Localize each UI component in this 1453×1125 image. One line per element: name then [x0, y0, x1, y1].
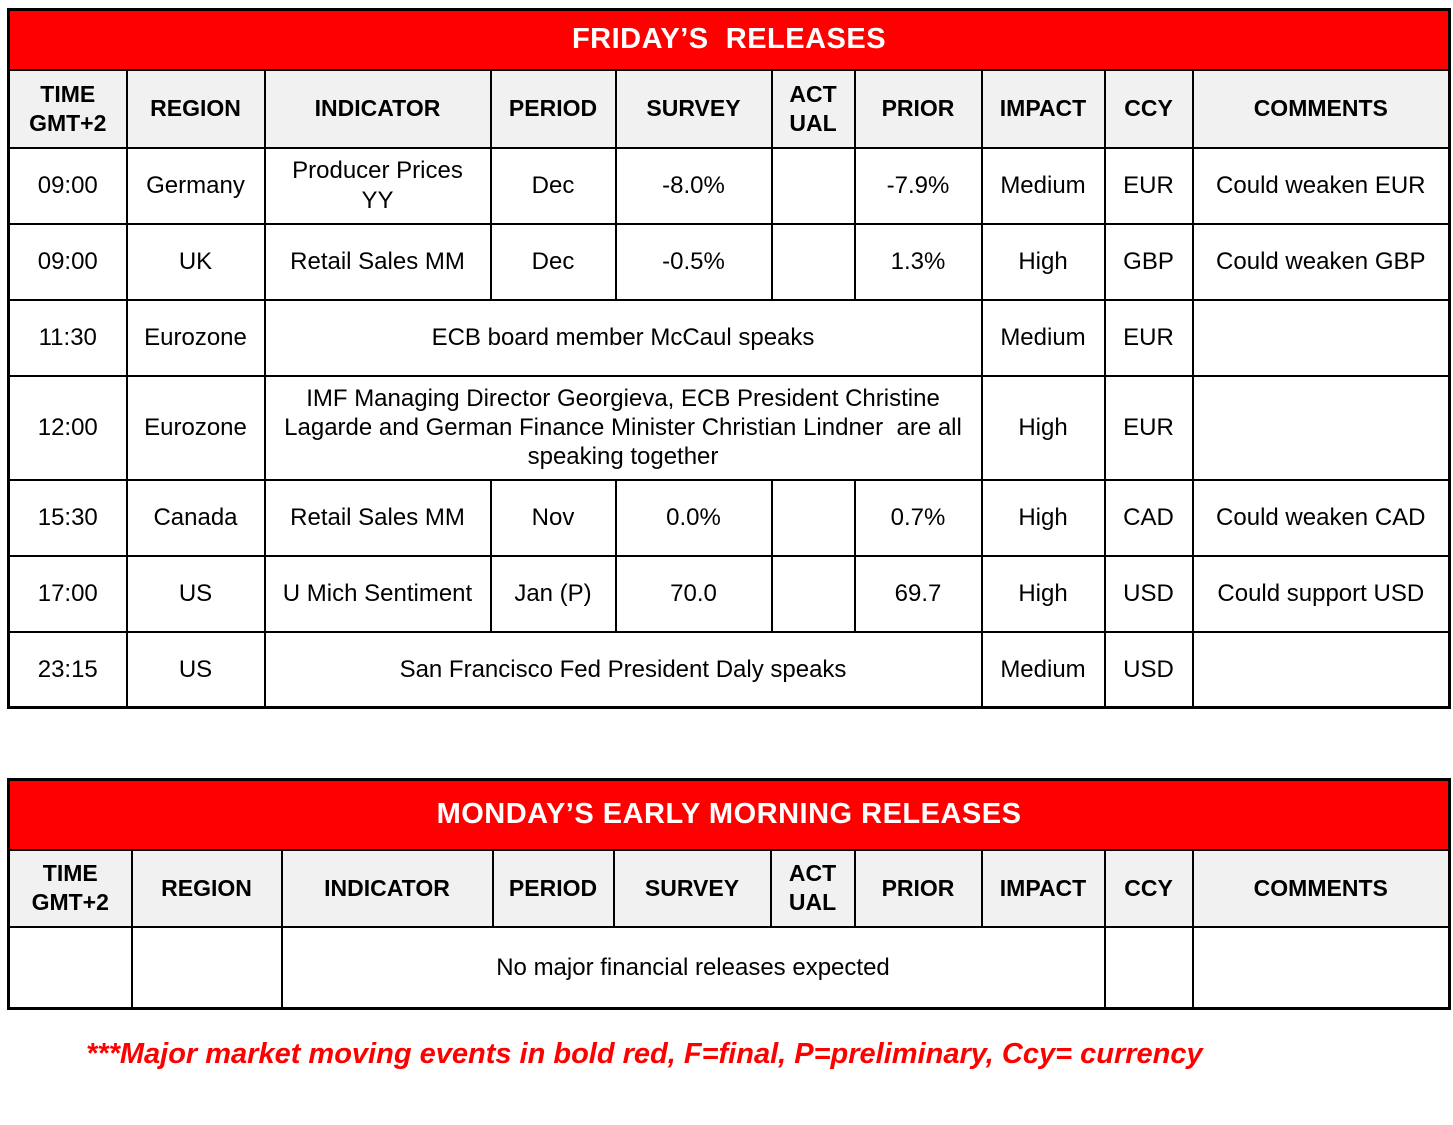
region-cell: Eurozone: [125, 374, 266, 481]
comments-cell: [1191, 374, 1451, 481]
column-header-impact: IMPACT: [980, 848, 1106, 928]
ccy-cell: EUR: [1103, 298, 1194, 377]
impact-cell: Medium: [980, 298, 1106, 377]
column-header-period: PERIOD: [491, 848, 615, 928]
period-cell: Dec: [489, 222, 617, 301]
column-header-comments: COMMENTS: [1191, 848, 1451, 928]
impact-cell: High: [980, 554, 1106, 633]
table-row: 11:30 Eurozone ECB board member McCaul s…: [7, 298, 1451, 377]
column-header-survey: SURVEY: [614, 68, 773, 149]
column-header-region: REGION: [130, 848, 283, 928]
actual-cell: [770, 222, 856, 301]
comments-cell: Could weaken GBP: [1191, 222, 1451, 301]
column-header-comments: COMMENTS: [1191, 68, 1451, 149]
actual-cell: [770, 478, 856, 557]
time-cell: 17:00: [7, 554, 128, 633]
comments-cell: [1191, 630, 1451, 709]
period-cell: Jan (P): [489, 554, 617, 633]
period-cell: Dec: [489, 146, 617, 225]
column-header-impact: IMPACT: [980, 68, 1106, 149]
ccy-cell: GBP: [1103, 222, 1194, 301]
time-cell: 15:30: [7, 478, 128, 557]
column-header-actual: ACT UAL: [770, 68, 856, 149]
time-cell: 09:00: [7, 222, 128, 301]
indicator-cell: Retail Sales MM: [263, 222, 492, 301]
column-header-prior: PRIOR: [853, 68, 983, 149]
table-row: 23:15 US San Francisco Fed President Dal…: [7, 630, 1451, 709]
period-cell: Nov: [489, 478, 617, 557]
column-header-actual: ACT UAL: [769, 848, 856, 928]
legend-footnote: ***Major market moving events in bold re…: [86, 1038, 1203, 1070]
ccy-cell: USD: [1103, 554, 1194, 633]
comments-cell: Could support USD: [1191, 554, 1451, 633]
ccy-cell: EUR: [1103, 374, 1194, 481]
region-cell: UK: [125, 222, 266, 301]
time-cell: 23:15: [7, 630, 128, 709]
column-header-survey: SURVEY: [612, 848, 772, 928]
column-header-time: TIME GMT+2: [7, 68, 128, 149]
ccy-cell: CAD: [1103, 478, 1194, 557]
survey-cell: -8.0%: [614, 146, 773, 225]
impact-cell: Medium: [980, 146, 1106, 225]
survey-cell: -0.5%: [614, 222, 773, 301]
comments-cell: [1191, 925, 1451, 1010]
impact-cell: High: [980, 222, 1106, 301]
time-cell: 12:00: [7, 374, 128, 481]
time-cell: [7, 925, 133, 1010]
event-cell: IMF Managing Director Georgieva, ECB Pre…: [263, 374, 983, 481]
monday-releases-table: MONDAY’S EARLY MORNING RELEASES TIME GMT…: [7, 778, 1452, 1010]
column-header-ccy: CCY: [1103, 848, 1194, 928]
comments-cell: [1191, 298, 1451, 377]
table-row: 15:30 Canada Retail Sales MM Nov 0.0% 0.…: [7, 478, 1451, 557]
survey-cell: 70.0: [614, 554, 773, 633]
impact-cell: High: [980, 374, 1106, 481]
table-row: No major financial releases expected: [7, 925, 1451, 1010]
region-cell: US: [125, 630, 266, 709]
prior-cell: -7.9%: [853, 146, 983, 225]
prior-cell: 1.3%: [853, 222, 983, 301]
prior-cell: 0.7%: [853, 478, 983, 557]
region-cell: Germany: [125, 146, 266, 225]
table-row: 17:00 US U Mich Sentiment Jan (P) 70.0 6…: [7, 554, 1451, 633]
time-cell: 09:00: [7, 146, 128, 225]
comments-cell: Could weaken CAD: [1191, 478, 1451, 557]
actual-cell: [770, 146, 856, 225]
ccy-cell: USD: [1103, 630, 1194, 709]
ccy-cell: EUR: [1103, 146, 1194, 225]
column-header-indicator: INDICATOR: [263, 68, 492, 149]
column-header-indicator: INDICATOR: [280, 848, 494, 928]
comments-cell: Could weaken EUR: [1191, 146, 1451, 225]
event-cell: San Francisco Fed President Daly speaks: [263, 630, 983, 709]
region-cell: Canada: [125, 478, 266, 557]
table-row: 09:00 Germany Producer Prices YY Dec -8.…: [7, 146, 1451, 225]
friday-table-title: FRIDAY’S RELEASES: [7, 8, 1451, 71]
event-cell: ECB board member McCaul speaks: [263, 298, 983, 377]
friday-releases-table: FRIDAY’S RELEASES TIME GMT+2 REGION INDI…: [7, 8, 1452, 709]
ccy-cell: [1103, 925, 1194, 1010]
region-cell: US: [125, 554, 266, 633]
region-cell: Eurozone: [125, 298, 266, 377]
column-header-region: REGION: [125, 68, 266, 149]
column-header-prior: PRIOR: [853, 848, 983, 928]
actual-cell: [770, 554, 856, 633]
survey-cell: 0.0%: [614, 478, 773, 557]
table-row: 09:00 UK Retail Sales MM Dec -0.5% 1.3% …: [7, 222, 1451, 301]
indicator-cell: Producer Prices YY: [263, 146, 492, 225]
region-cell: [130, 925, 283, 1010]
indicator-cell: U Mich Sentiment: [263, 554, 492, 633]
time-cell: 11:30: [7, 298, 128, 377]
impact-cell: Medium: [980, 630, 1106, 709]
indicator-cell: Retail Sales MM: [263, 478, 492, 557]
impact-cell: High: [980, 478, 1106, 557]
column-header-ccy: CCY: [1103, 68, 1194, 149]
table-row: 12:00 Eurozone IMF Managing Director Geo…: [7, 374, 1451, 481]
event-cell: No major financial releases expected: [280, 925, 1106, 1010]
monday-table-title: MONDAY’S EARLY MORNING RELEASES: [7, 778, 1451, 851]
column-header-period: PERIOD: [489, 68, 617, 149]
column-header-time: TIME GMT+2: [7, 848, 133, 928]
prior-cell: 69.7: [853, 554, 983, 633]
